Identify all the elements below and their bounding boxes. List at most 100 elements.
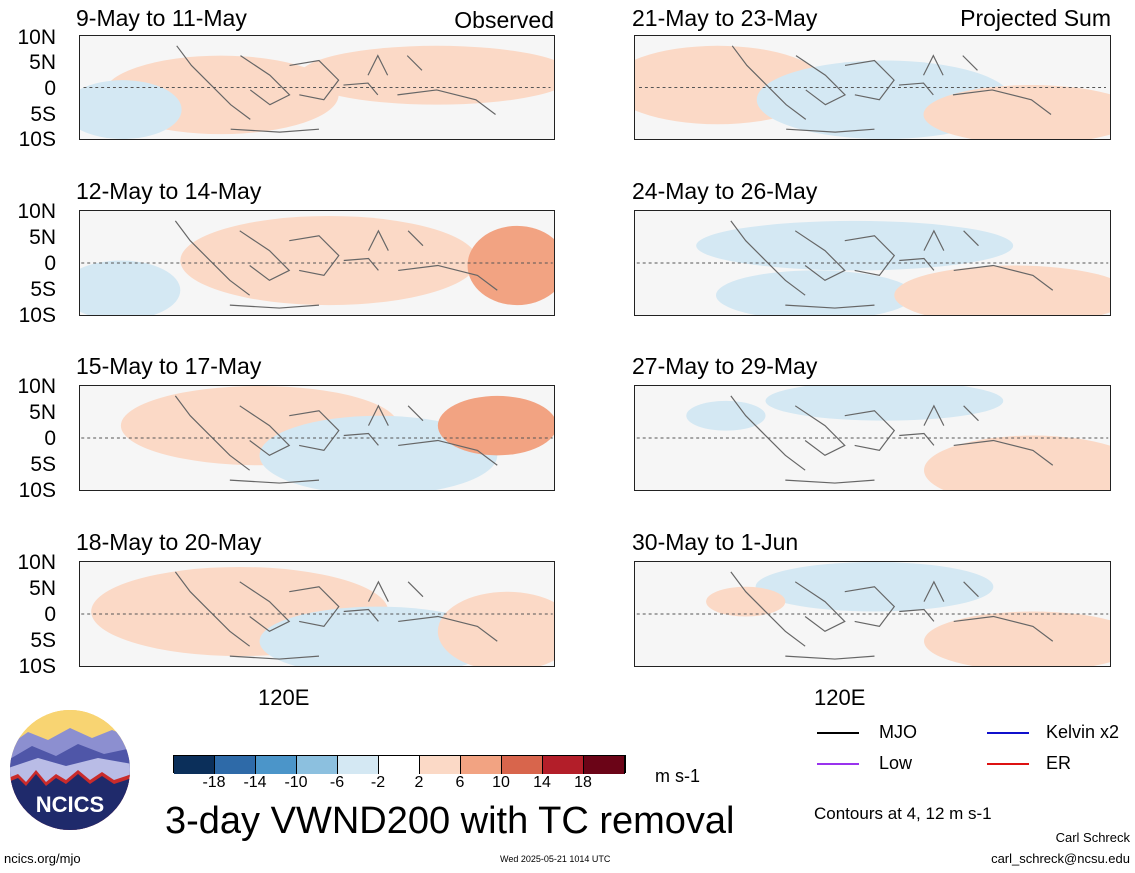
anomaly-shading	[80, 80, 182, 139]
anomaly-shading	[180, 215, 478, 306]
lat-label: 10S	[18, 655, 56, 678]
anomaly-shading	[467, 225, 554, 306]
colorbar-swatch	[461, 756, 502, 774]
colorbar-tick: 18	[574, 774, 592, 791]
coastline	[730, 395, 1054, 484]
anomaly-shading	[924, 611, 1110, 666]
coastline	[176, 45, 496, 133]
footer-url[interactable]: ncics.org/mjo	[4, 851, 81, 866]
colorbar-tick: -10	[284, 774, 308, 791]
lat-label: 5N	[29, 226, 56, 249]
anomaly-shading	[437, 395, 554, 456]
lat-label: 5S	[30, 629, 56, 652]
anomaly-shading	[716, 270, 915, 315]
footer-author: Carl Schreck	[1055, 830, 1130, 845]
panel-type-label: Observed	[454, 7, 554, 33]
colorbar-swatch	[174, 756, 215, 774]
map-panel	[79, 561, 555, 667]
lat-label: 0	[44, 603, 56, 626]
coastline	[731, 45, 1052, 133]
map-panel	[634, 35, 1111, 140]
lat-label: 0	[44, 427, 56, 450]
anomaly-shading	[923, 85, 1110, 139]
footer-timestamp: Wed 2025-05-21 1014 UTC	[500, 854, 611, 864]
lat-label: 5N	[29, 51, 56, 74]
coastline	[174, 395, 498, 484]
colorbar-swatch	[297, 756, 338, 774]
map-panel	[634, 385, 1111, 491]
legend-low: Low	[879, 753, 913, 773]
anomaly-shading	[894, 265, 1110, 315]
lat-label: 5S	[30, 278, 56, 301]
colorbar-tick: 6	[455, 774, 465, 791]
coastline	[174, 571, 498, 660]
colorbar-units: m s-1	[655, 766, 700, 786]
panel-title: 15-May to 17-May	[76, 353, 262, 379]
footer-email[interactable]: carl_schreck@ncsu.edu	[991, 851, 1130, 866]
lat-label: 10S	[18, 479, 56, 502]
colorbar-swatch	[215, 756, 256, 774]
panel-title: 27-May to 29-May	[632, 353, 818, 379]
colorbar-swatch	[338, 756, 379, 774]
map-panel	[79, 35, 555, 140]
lat-label: 5N	[29, 401, 56, 424]
lat-label: 10S	[18, 128, 56, 151]
anomaly-shading	[686, 400, 766, 431]
panel-title: 12-May to 14-May	[76, 178, 262, 204]
anomaly-shading	[259, 606, 498, 666]
colorbar-tick: -18	[202, 774, 226, 791]
legend-kelvin: Kelvin x2	[1046, 722, 1120, 742]
lat-label: 5S	[30, 453, 56, 476]
panel-title: 21-May to 23-May	[632, 5, 818, 31]
lon-label: 120E	[814, 685, 866, 710]
lat-label: 5N	[29, 577, 56, 600]
map-panel	[79, 385, 555, 491]
colorbar-tick: -2	[370, 774, 386, 791]
map-panel	[79, 210, 555, 316]
panel-title: 30-May to 1-Jun	[632, 529, 799, 555]
anomaly-shading	[437, 591, 554, 666]
coastline	[730, 571, 1054, 660]
lat-label: 10N	[17, 551, 56, 574]
colorbar-tick: -14	[243, 774, 267, 791]
panel-title: 9-May to 11-May	[76, 5, 247, 31]
legend-er: ER	[1046, 753, 1072, 773]
colorbar-swatch	[420, 756, 461, 774]
lat-label: 10N	[17, 375, 56, 398]
map-panel	[634, 561, 1111, 667]
contour-note: Contours at 4, 12 m s-1	[814, 804, 992, 823]
lat-label: 10N	[17, 200, 56, 223]
anomaly-shading	[765, 386, 1004, 421]
anomaly-shading	[259, 415, 498, 490]
lat-label: 0	[44, 252, 56, 275]
colorbar-swatch	[256, 756, 297, 774]
colorbar-tick: 2	[414, 774, 424, 791]
anomaly-shading	[696, 220, 1014, 271]
main-title: 3-day VWND200 with TC removal	[165, 800, 735, 842]
mjo-line-swatch	[817, 732, 859, 734]
lon-label: 120E	[258, 685, 310, 710]
colorbar-swatch	[379, 756, 420, 774]
kelvin-line-swatch	[987, 732, 1029, 734]
colorbar-swatch	[543, 756, 584, 774]
lat-label: 5S	[30, 103, 56, 126]
low-line-swatch	[817, 763, 859, 765]
anomaly-shading	[80, 260, 181, 315]
anomaly-shading	[299, 45, 554, 105]
panel-type-label: Projected Sum	[960, 5, 1111, 31]
svg-text:NCICS: NCICS	[36, 792, 104, 817]
er-line-swatch	[987, 763, 1029, 765]
panel-title: 24-May to 26-May	[632, 178, 818, 204]
lat-label: 10S	[18, 304, 56, 327]
map-panel	[634, 210, 1111, 316]
colorbar-tick: -6	[329, 774, 345, 791]
colorbar-tick: 14	[533, 774, 551, 791]
colorbar-tick-labels: -18 -14 -10 -6 -2 2 6 10 14 18	[173, 772, 626, 794]
legend-mjo: MJO	[879, 722, 917, 742]
ncics-logo: NCICS	[8, 708, 132, 832]
panel-title: 18-May to 20-May	[76, 529, 262, 555]
colorbar-tick: 10	[492, 774, 510, 791]
coastline	[174, 220, 498, 309]
anomaly-shading	[706, 586, 786, 617]
colorbar-swatch	[584, 756, 625, 774]
